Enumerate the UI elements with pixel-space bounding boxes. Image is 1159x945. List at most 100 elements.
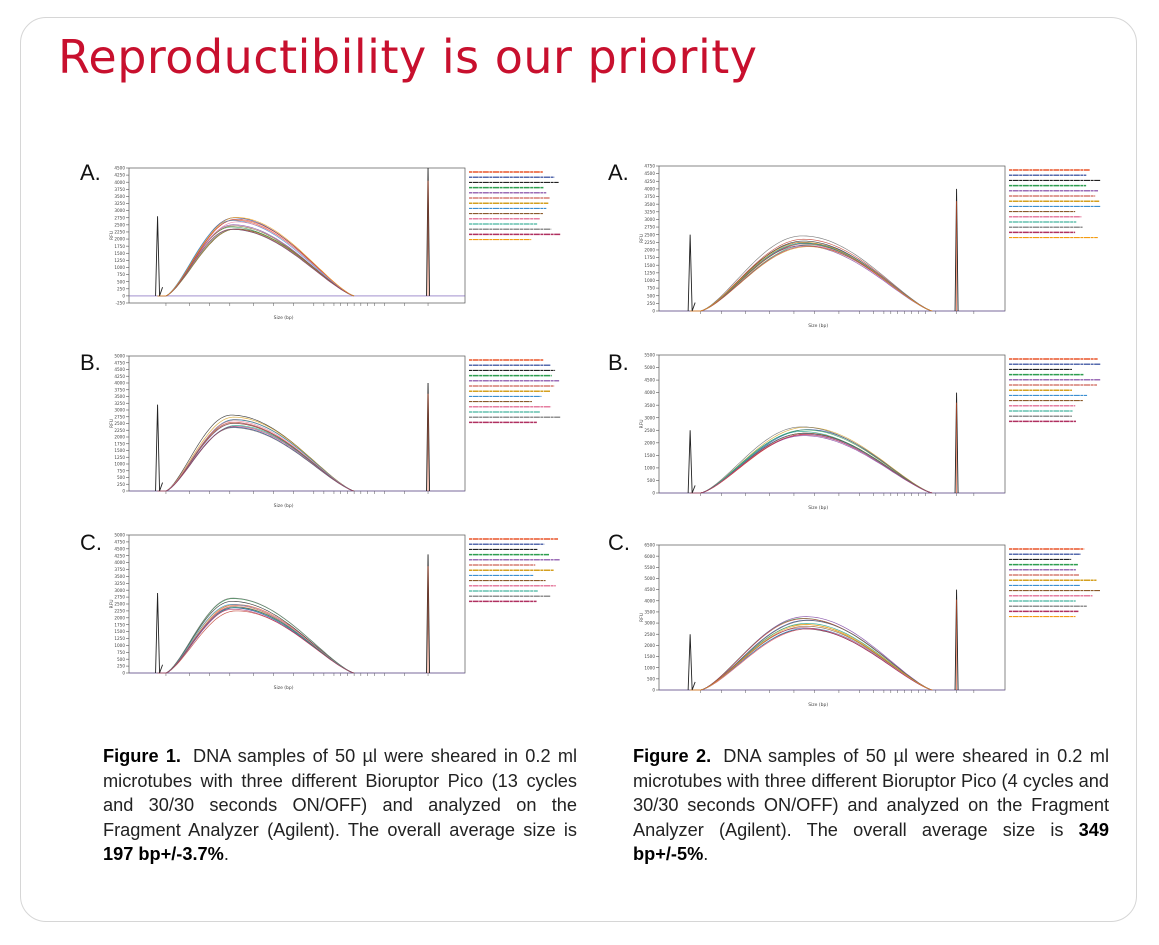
sample-trace [157,220,355,297]
y-tick-label: 1250 [114,258,125,263]
y-tick-label: 3500 [644,610,655,615]
y-tick-label: 3000 [114,408,125,413]
y-tick-label: 4250 [644,179,655,184]
sample-trace [157,606,355,674]
sample-trace [157,226,355,297]
sample-trace [157,228,355,297]
sample-trace [157,229,355,297]
sample-trace [690,246,933,312]
y-tick-label: 0 [652,309,655,314]
y-tick-label: 4000 [114,560,125,565]
sample-trace [157,225,355,297]
lower-marker-peak [687,234,696,312]
sample-trace [157,218,355,297]
lower-marker-peak [687,430,696,494]
x-axis-label: Size (bp) [274,685,294,691]
sample-trace [157,421,355,492]
y-tick-label: 5500 [644,565,655,570]
y-tick-label: 2250 [114,428,125,433]
y-tick-label: 1000 [114,462,125,467]
sample-trace [690,628,933,691]
sample-trace [690,426,933,494]
sample-trace [157,610,355,674]
y-tick-label: 250 [117,664,125,669]
y-axis-label: RFU [109,419,115,428]
sample-trace [690,616,933,691]
sample-trace [690,433,933,494]
y-tick-label: 3500 [114,194,125,199]
y-tick-label: 750 [117,272,125,277]
y-tick-label: 750 [647,286,655,291]
sample-trace [157,425,355,492]
figure2-caption-label: Figure 2. [633,746,712,766]
sample-trace [690,625,933,691]
y-tick-label: 0 [652,688,655,693]
figure2-caption: Figure 2. DNA samples of 50 µl were shear… [633,744,1109,867]
y-tick-label: 1500 [114,251,125,256]
x-axis-label: Size (bp) [808,702,828,708]
y-tick-label: 4000 [114,180,125,185]
figure2-panel-b-label: B. [608,350,629,375]
sample-trace [157,426,355,492]
y-tick-label: 500 [647,478,655,483]
figure2-caption-end: . [703,844,709,864]
figure1-caption: Figure 1. DNA samples of 50 µl were shear… [103,744,577,867]
y-tick-label: 750 [117,468,125,473]
sample-trace [690,627,933,691]
y-tick-label: 3500 [114,574,125,579]
sample-trace [690,235,933,312]
sample-trace [690,426,933,494]
y-tick-label: 2500 [114,602,125,607]
y-tick-label: 6000 [644,554,655,559]
y-tick-label: 5000 [114,533,125,538]
sample-trace [690,622,933,691]
y-tick-label: 2750 [114,414,125,419]
upper-marker-peak [954,392,959,494]
sample-trace [690,620,933,691]
sample-trace [157,217,355,297]
y-tick-label: 4500 [644,378,655,383]
y-tick-label: 2500 [644,632,655,637]
y-tick-label: 250 [117,482,125,487]
y-tick-label: 1000 [644,278,655,283]
y-tick-label: 3500 [644,202,655,207]
y-tick-label: 4750 [644,164,655,169]
upper-marker-peak [426,167,430,296]
sample-trace [157,605,355,674]
x-axis-label: Size (bp) [274,503,294,509]
sample-trace [690,241,933,312]
y-tick-label: 2250 [114,230,125,235]
y-tick-label: 500 [117,475,125,480]
y-tick-label: 3750 [114,567,125,572]
sample-trace [690,431,933,494]
lower-marker-peak [155,592,163,674]
y-tick-label: 250 [647,301,655,306]
figure1-panel-a-chart: -250 0 250 500 750 1000 1250 1500 1750 2000 2250 25… [109,166,561,321]
sample-trace [690,434,933,494]
y-tick-label: 1000 [114,643,125,648]
y-axis-label: RFU [639,419,645,428]
y-axis-label: RFU [109,231,115,240]
page-title: Reproductibility is our priority [58,30,758,84]
y-tick-label: 1250 [114,636,125,641]
sample-trace [157,601,355,674]
upper-marker-peak [426,382,430,492]
y-tick-label: 4500 [114,166,125,171]
plot-frame [128,534,466,674]
y-tick-label: 1500 [114,629,125,634]
sample-trace [157,422,355,492]
y-tick-label: 2000 [644,643,655,648]
figure1-caption-label: Figure 1. [103,746,181,766]
y-tick-label: 5000 [114,354,125,359]
y-tick-label: 4250 [114,553,125,558]
y-tick-label: 2500 [644,232,655,237]
sample-trace [157,598,355,674]
plot-frame [128,355,466,492]
sample-trace [157,423,355,492]
figure2-panel-a-chart: 0 250 500 750 1000 1250 1500 1750 2000 2250 2500 27… [639,164,1101,329]
sample-trace [690,433,933,494]
y-tick-label: 750 [117,650,125,655]
y-tick-label: 4500 [644,171,655,176]
sample-trace [157,608,355,674]
figure1-caption-end: . [223,844,229,864]
